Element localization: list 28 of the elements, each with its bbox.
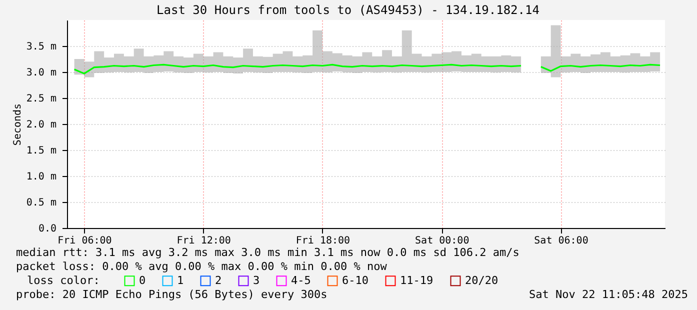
legend-label: 1 bbox=[177, 274, 184, 287]
y-tick-label: 3.0 m bbox=[26, 68, 56, 78]
y-tick-label: 2.0 m bbox=[26, 120, 56, 130]
y-axis-title: Seconds bbox=[12, 103, 24, 146]
text: median rtt: 3.1 ms avg 3.2 ms max 3.0 ms min 3.1 ms now 0.0 ms sd 106.2 am/s bbox=[16, 246, 520, 259]
text: probe: 20 ICMP Echo Pings (56 Bytes) every 300s bbox=[16, 288, 328, 301]
x-tick-label: Sat 00:00 bbox=[415, 236, 470, 246]
x-tick-label: Fri 18:00 bbox=[296, 236, 350, 246]
legend-label: 11-19 bbox=[400, 274, 434, 287]
legend-label: 4-5 bbox=[291, 274, 311, 287]
y-tick-label: 1.5 m bbox=[26, 146, 56, 156]
y-tick-label: 3.5 m bbox=[26, 42, 56, 52]
y-tick-label: 0.5 m bbox=[26, 198, 56, 208]
legend-label: 3 bbox=[253, 274, 260, 287]
y-tick-label: 0.0 bbox=[38, 224, 56, 234]
x-tick-label: Sat 06:00 bbox=[534, 236, 588, 246]
text: Sat Nov 22 11:05:48 2025 bbox=[529, 288, 688, 301]
legend-label: 6-10 bbox=[342, 274, 368, 287]
x-tick-label: Fri 06:00 bbox=[58, 236, 112, 246]
x-tick-label: Fri 12:00 bbox=[176, 236, 231, 246]
y-tick-label: 2.5 m bbox=[26, 94, 56, 104]
legend-label: 0 bbox=[139, 274, 146, 287]
legend-title: loss color: bbox=[27, 274, 100, 287]
legend-label: 20/20 bbox=[465, 274, 498, 287]
chart-title: Last 30 Hours from tools to (AS49453) - 134.19.182.14 bbox=[156, 3, 540, 17]
text: packet loss: 0.00 % avg 0.00 % max 0.00 % min 0.00 % now bbox=[16, 260, 388, 273]
legend-label: 2 bbox=[215, 274, 222, 287]
y-tick-label: 1.0 m bbox=[26, 172, 56, 182]
